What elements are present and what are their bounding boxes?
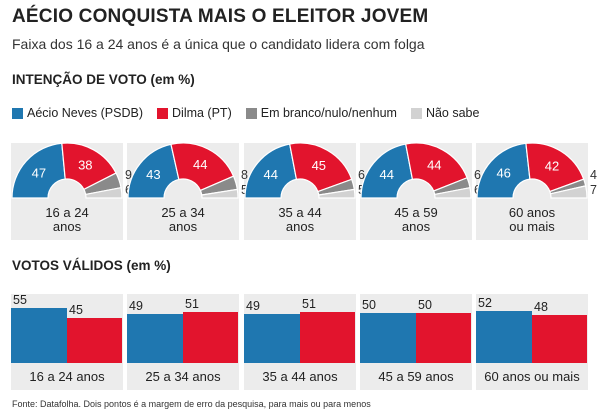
bar-dilma: [67, 318, 122, 363]
donut-category-label: anos: [53, 219, 82, 234]
donut-category-label: 35 a 44: [278, 205, 321, 220]
donut-category-label: anos: [286, 219, 315, 234]
bar-category-label: 35 a 44 anos: [262, 369, 338, 384]
donut-slice-naosabe: [433, 186, 472, 199]
donut-slice-dilma: [404, 142, 468, 192]
donut-slice-aecio: [476, 142, 531, 199]
legend-label-naosabe: Não sabe: [425, 106, 480, 120]
donut-category-label: 60 anos: [509, 205, 556, 220]
donut-label-aecio: 47: [32, 165, 46, 180]
bar-dilma: [183, 312, 238, 363]
bar-category-label: 16 a 24 anos: [29, 369, 105, 384]
donut-label-aecio: 43: [146, 167, 160, 182]
legend-swatch-dilma: [157, 107, 169, 119]
legend-label-aecio: Aécio Neves (PSDB): [27, 106, 144, 120]
bar-value-dilma: 51: [302, 297, 316, 311]
donut-label-branco: 6: [358, 168, 365, 182]
donut-category-label: anos: [169, 219, 198, 234]
donut-label-naosabe: 7: [590, 183, 597, 197]
bar-aecio: [244, 314, 300, 363]
donut-category-label: 16 a 24: [45, 205, 88, 220]
bar-dilma: [416, 313, 471, 363]
donut-category-label: 25 a 34: [161, 205, 204, 220]
donut-label-dilma: 44: [427, 158, 441, 173]
legend-swatch-branco: [245, 107, 257, 119]
legend-swatch-aecio: [12, 107, 23, 119]
bar-value-aecio: 55: [13, 293, 27, 307]
donut-slice-aecio: [127, 143, 180, 199]
donut-label-dilma: 38: [78, 158, 92, 173]
legend-item-naosabe: Não sabe: [410, 106, 480, 120]
donut-label-dilma: 42: [545, 159, 559, 174]
section-title-validos: VOTOS VÁLIDOS (em %): [12, 258, 171, 273]
donut-slice-naosabe: [84, 186, 123, 199]
legend-label-branco: Em branco/nulo/nenhum: [260, 106, 397, 120]
bar-value-dilma: 45: [69, 303, 83, 317]
bar-dilma: [532, 315, 587, 363]
donut-category-label: ou mais: [509, 219, 555, 234]
bar-aecio: [127, 314, 183, 363]
donut-label-branco: 9: [125, 168, 132, 182]
donut-slice-dilma: [288, 142, 353, 193]
legend-item-branco: Em branco/nulo/nenhum: [245, 106, 397, 120]
donut-label-branco: 4: [590, 168, 597, 182]
donut-label-dilma: 45: [312, 158, 326, 173]
bar-aecio: [11, 308, 67, 363]
legend-item-dilma: Dilma (PT): [157, 106, 232, 120]
source-note: Fonte: Datafolha. Dois pontos é a margem…: [12, 399, 371, 409]
legend: Aécio Neves (PSDB) Dilma (PT) Em branco/…: [12, 106, 493, 120]
bar-value-aecio: 49: [246, 299, 260, 313]
chart-subtitle: Faixa dos 16 a 24 anos é a única que o c…: [12, 36, 425, 52]
donut-category-label: 45 a 59: [394, 205, 437, 220]
donut-label-dilma: 44: [193, 157, 207, 172]
donut-category-label: anos: [402, 219, 431, 234]
donut-slice-dilma: [525, 142, 585, 193]
bar-category-label: 45 a 59 anos: [378, 369, 454, 384]
bar-value-aecio: 49: [129, 299, 143, 313]
section-title-intencao: INTENÇÃO DE VOTO (em %): [12, 72, 195, 87]
donut-label-branco: 6: [474, 168, 481, 182]
donut-slice-naosabe: [201, 188, 239, 199]
donut-slice-aecio: [360, 143, 414, 199]
donut-slice-dilma: [170, 142, 235, 192]
bar-value-aecio: 52: [478, 296, 492, 310]
donut-label-aecio: 46: [496, 166, 510, 181]
chart-title: AÉCIO CONQUISTA MAIS O ELEITOR JOVEM: [12, 6, 429, 27]
donut-label-aecio: 44: [379, 167, 393, 182]
bar-value-dilma: 50: [418, 298, 432, 312]
bar-aecio: [476, 311, 532, 363]
bar-category-label: 25 a 34 anos: [145, 369, 221, 384]
bar-category-label: 60 anos ou mais: [484, 369, 580, 384]
donut-slice-aecio: [244, 143, 298, 199]
legend-label-dilma: Dilma (PT): [172, 106, 232, 120]
donut-label-aecio: 44: [263, 167, 277, 182]
legend-item-aecio: Aécio Neves (PSDB): [12, 106, 143, 120]
legend-swatch-naosabe: [410, 107, 422, 119]
donut-slice-naosabe: [549, 185, 588, 199]
bar-value-dilma: 51: [185, 297, 199, 311]
bar-value-aecio: 50: [362, 298, 376, 312]
donut-slice-naosabe: [318, 188, 356, 199]
donut-slice-aecio: [11, 142, 66, 199]
donut-label-naosabe: 5: [241, 183, 248, 197]
bar-value-dilma: 48: [534, 300, 548, 314]
bar-dilma: [300, 312, 355, 363]
donut-label-branco: 8: [241, 168, 248, 182]
bar-aecio: [360, 313, 416, 363]
